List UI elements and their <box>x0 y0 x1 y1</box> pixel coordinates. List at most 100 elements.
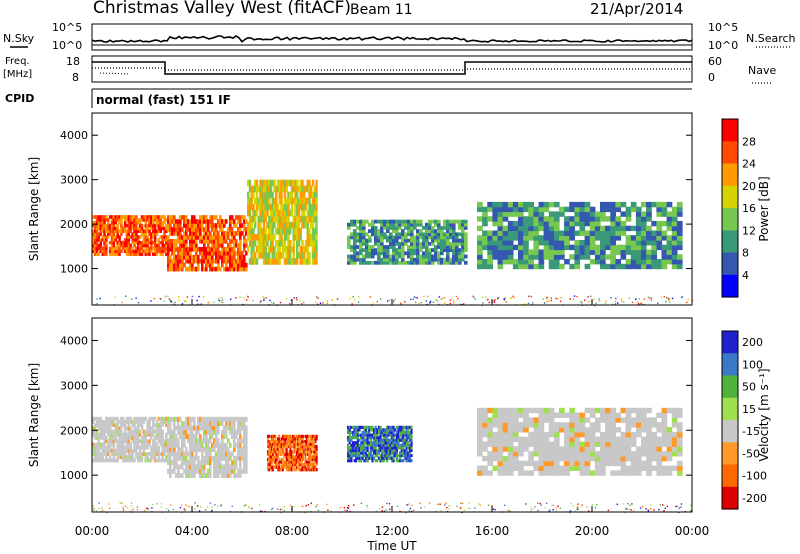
cpid-label: CPID <box>5 92 34 105</box>
echo-cell <box>407 454 410 458</box>
echo-cell <box>405 441 408 445</box>
echo-cell <box>425 248 429 252</box>
echo-cell <box>285 468 288 472</box>
echo-cell <box>135 420 138 424</box>
echo-cell <box>361 456 364 460</box>
echo-cell <box>630 436 637 443</box>
speckle-cell <box>668 299 670 301</box>
echo-cell <box>165 416 168 421</box>
echo-cell <box>138 439 142 444</box>
echo-cell <box>264 252 267 259</box>
echo-cell <box>538 460 545 467</box>
echo-cell <box>195 442 198 448</box>
echo-cell <box>103 249 106 253</box>
echo-cell <box>299 447 302 451</box>
echo-cell <box>368 238 372 243</box>
echo-cell <box>97 442 101 447</box>
echo-cell <box>651 244 657 251</box>
echo-cell <box>167 429 170 435</box>
echo-cell <box>347 446 350 450</box>
echo-cell <box>641 220 647 227</box>
echo-cell <box>207 429 210 435</box>
echo-cell <box>241 254 244 260</box>
echo-cell <box>201 468 204 474</box>
speckle-cell <box>436 300 438 302</box>
echo-cell <box>163 420 166 424</box>
echo-cell <box>114 448 117 453</box>
echo-cell <box>308 463 311 467</box>
echo-cell <box>389 451 392 455</box>
speckle-cell <box>455 295 458 298</box>
echo-cell <box>135 426 138 431</box>
echo-cell <box>241 266 244 272</box>
echo-cell <box>579 220 586 227</box>
echo-cell <box>229 227 232 232</box>
echo-cell <box>287 437 289 441</box>
echo-cell <box>129 235 132 239</box>
echo-cell <box>405 448 408 453</box>
echo-cell <box>140 215 144 219</box>
echo-cell <box>416 219 420 224</box>
echo-cell <box>512 460 519 467</box>
echo-cell <box>285 227 288 235</box>
echo-cell <box>314 452 317 456</box>
echo-cell <box>302 437 304 441</box>
echo-cell <box>523 446 529 452</box>
echo-cell <box>400 451 403 455</box>
echo-cell <box>248 203 252 211</box>
echo-cell <box>245 434 248 439</box>
echo-cell <box>377 430 381 435</box>
echo-cell <box>353 257 357 262</box>
echo-cell <box>380 235 384 240</box>
echo-cell <box>93 243 97 248</box>
echo-cell <box>112 229 116 233</box>
echo-cell <box>299 442 302 446</box>
echo-cell <box>395 433 398 437</box>
echo-cell <box>129 246 132 251</box>
echo-cell <box>169 223 172 228</box>
echo-cell <box>434 251 438 256</box>
echo-cell <box>452 257 456 262</box>
echo-cell <box>203 421 206 426</box>
echo-cell <box>651 446 657 452</box>
echo-cell <box>308 191 311 199</box>
speckle-cell <box>428 303 431 306</box>
echo-cell <box>477 431 483 438</box>
echo-cell <box>285 434 288 438</box>
echo-cell <box>271 258 274 265</box>
echo-cell <box>133 432 136 437</box>
echo-cell <box>482 422 488 428</box>
echo-cell <box>350 425 353 429</box>
echo-cell <box>543 431 550 438</box>
speckle-cell <box>423 295 425 298</box>
echo-cell <box>177 258 180 264</box>
echo-cell <box>353 425 356 429</box>
echo-cell <box>304 468 307 472</box>
echo-cell <box>407 232 411 237</box>
echo-cell <box>294 463 297 467</box>
echo-cell <box>283 442 286 446</box>
echo-cell <box>360 448 363 453</box>
echo-cell <box>399 428 402 432</box>
echo-cell <box>243 434 246 439</box>
echo-cell <box>101 420 104 424</box>
echo-cell <box>615 436 622 443</box>
echo-cell <box>207 235 210 240</box>
speckle-cell <box>319 302 322 304</box>
speckle-cell <box>135 297 137 299</box>
echo-cell <box>389 441 392 445</box>
echo-cell <box>273 439 276 444</box>
echo-cell <box>199 227 202 232</box>
echo-cell <box>193 421 196 426</box>
echo-cell <box>401 257 405 262</box>
echo-cell <box>492 206 499 213</box>
echo-cell <box>630 240 637 246</box>
echo-cell <box>280 185 283 193</box>
echo-cell <box>219 235 222 240</box>
echo-cell <box>95 226 99 231</box>
speckle-cell <box>181 303 184 305</box>
echo-cell <box>165 229 168 233</box>
echo-cell <box>292 215 295 223</box>
echo-cell <box>564 455 570 462</box>
echo-cell <box>288 439 291 444</box>
